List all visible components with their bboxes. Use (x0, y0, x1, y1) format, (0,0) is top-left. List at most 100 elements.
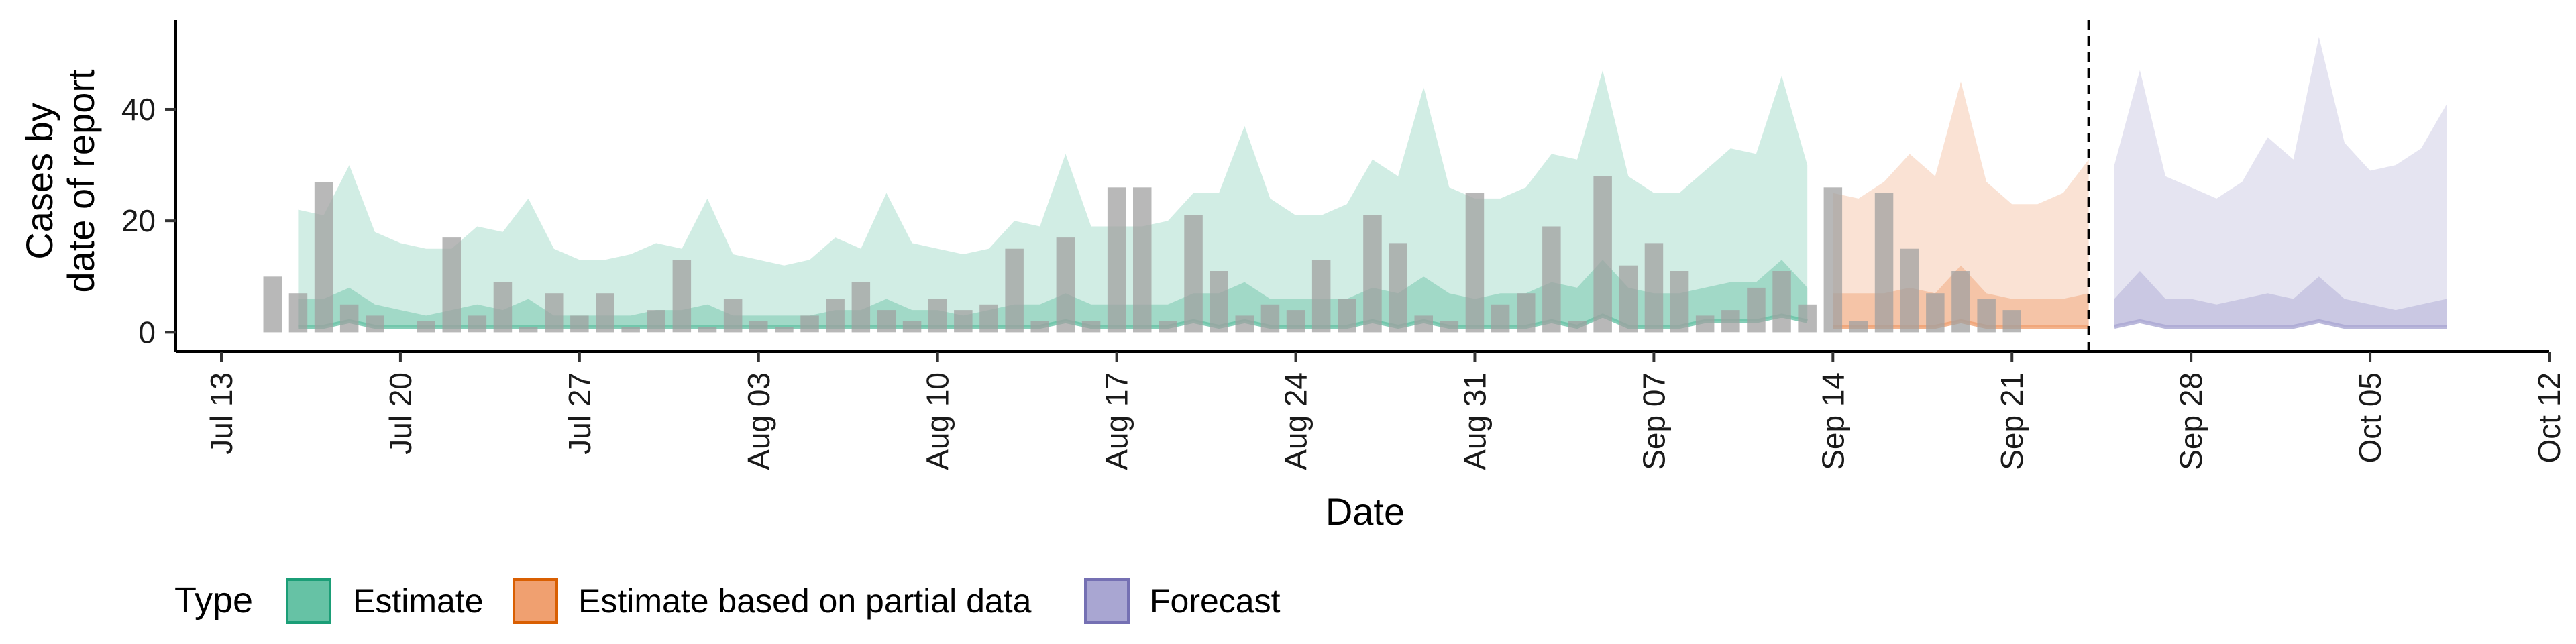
observed-bar (1926, 293, 1945, 333)
x-tick-label: Sep 07 (1636, 372, 1671, 470)
observed-bar (1311, 260, 1331, 333)
observed-bar (698, 327, 717, 333)
observed-bar (1363, 215, 1382, 333)
observed-bar (1747, 287, 1766, 333)
observed-bar (1823, 187, 1843, 333)
observed-bar (621, 327, 640, 333)
observed-bar (1670, 271, 1689, 333)
observed-bar (493, 282, 513, 333)
observed-bar (902, 321, 922, 333)
observed-bar (468, 315, 487, 333)
forecast-band-50 (2114, 271, 2447, 327)
observed-bar (877, 310, 896, 333)
observed-bar (1900, 248, 1919, 333)
observed-bar (545, 293, 564, 333)
observed-bar (1798, 304, 1817, 333)
observed-bar (417, 321, 435, 333)
observed-bar (928, 299, 947, 333)
x-tick-label: Aug 10 (920, 372, 955, 470)
x-tick-label: Jul 27 (562, 372, 597, 455)
observed-bar (672, 260, 692, 333)
observed-bar (775, 327, 794, 333)
observed-bar (1133, 187, 1152, 333)
observed-bar (1338, 299, 1356, 333)
observed-bar (2002, 310, 2021, 333)
forecast-band-90 (2114, 36, 2447, 327)
observed-bar (442, 237, 461, 333)
observed-bar (1849, 321, 1868, 333)
y-axis-title-line1: Cases by (18, 103, 60, 259)
legend-swatch-forecast (1084, 578, 1130, 624)
observed-bar (1030, 321, 1049, 333)
observed-bar (596, 293, 614, 333)
observed-bar (1874, 193, 1894, 333)
x-tick-label: Jul 13 (204, 372, 239, 455)
forecast-lower-bound (2114, 319, 2447, 329)
observed-bar (1107, 187, 1126, 333)
observed-bar (1414, 315, 1433, 333)
legend-label-estimate: Estimate (353, 582, 484, 620)
observed-bar (1721, 310, 1740, 333)
x-tick-label: Aug 17 (1099, 372, 1134, 470)
observed-bar (1440, 321, 1459, 333)
x-tick-label: Sep 28 (2174, 372, 2208, 470)
observed-bar (1159, 321, 1177, 333)
observed-bar (1465, 193, 1485, 333)
x-tick-label: Sep 14 (1815, 372, 1850, 470)
observed-bar (1081, 321, 1101, 333)
y-axis-title-line2: date of report (60, 69, 102, 293)
observed-bar (288, 293, 308, 333)
observed-case-bars (263, 176, 2021, 333)
observed-bar (749, 321, 768, 333)
observed-bar (1568, 321, 1587, 333)
legend-item-estimate: Estimate (286, 578, 484, 624)
observed-bar (314, 182, 333, 333)
observed-bar (1286, 310, 1305, 333)
observed-bar (1235, 315, 1254, 333)
legend-swatch-estimate (286, 578, 331, 624)
observed-bar (1644, 243, 1664, 333)
legend-item-forecast: Forecast (1084, 578, 1281, 624)
observed-bar (851, 282, 871, 333)
x-tick-label: Aug 03 (741, 372, 776, 470)
legend: Type Estimate Estimate based on partial … (174, 578, 1281, 624)
observed-bar (1389, 243, 1407, 333)
x-tick-label: Aug 31 (1458, 372, 1493, 470)
observed-bar (954, 310, 973, 333)
y-tick-label: 40 (121, 92, 156, 127)
observed-bar (263, 276, 282, 333)
observed-bar (1056, 237, 1075, 333)
observed-bar (1951, 271, 1970, 333)
legend-title: Type (174, 580, 253, 621)
observed-bar (1491, 304, 1510, 333)
observed-bar (570, 315, 589, 333)
observed-bar (1184, 215, 1203, 333)
observed-bar (979, 304, 998, 333)
x-tick-label: Oct 12 (2532, 372, 2567, 464)
observed-bar (723, 299, 743, 333)
observed-bar (826, 299, 845, 333)
observed-bar (366, 315, 384, 333)
observed-bar (1593, 176, 1612, 333)
legend-item-partial: Estimate based on partial data (513, 578, 1032, 624)
observed-bar (339, 304, 359, 333)
observed-bar (1517, 293, 1536, 333)
y-tick-label: 0 (138, 315, 156, 350)
axes: 0 20 40 Jul 13 Jul 20 Jul 27 Aug 03 Aug 10 Aug 1… (121, 20, 2567, 470)
legend-label-forecast: Forecast (1150, 582, 1281, 620)
x-tick-label: Aug 24 (1279, 372, 1313, 470)
legend-label-partial: Estimate based on partial data (578, 582, 1032, 620)
estimate-based-on-partial-data-band-90 (1833, 81, 2089, 327)
x-tick-label: Sep 21 (1994, 372, 2029, 470)
observed-bar (1542, 226, 1561, 333)
observed-bar (647, 310, 665, 333)
observed-bar (519, 327, 538, 333)
x-tick-label: Jul 20 (383, 372, 418, 455)
observed-bar (800, 315, 819, 333)
observed-bar (1260, 304, 1280, 333)
observed-bar (1210, 271, 1228, 333)
observed-bar (1005, 248, 1024, 333)
observed-bar (1619, 265, 1638, 333)
x-axis-title: Date (1326, 490, 1405, 533)
